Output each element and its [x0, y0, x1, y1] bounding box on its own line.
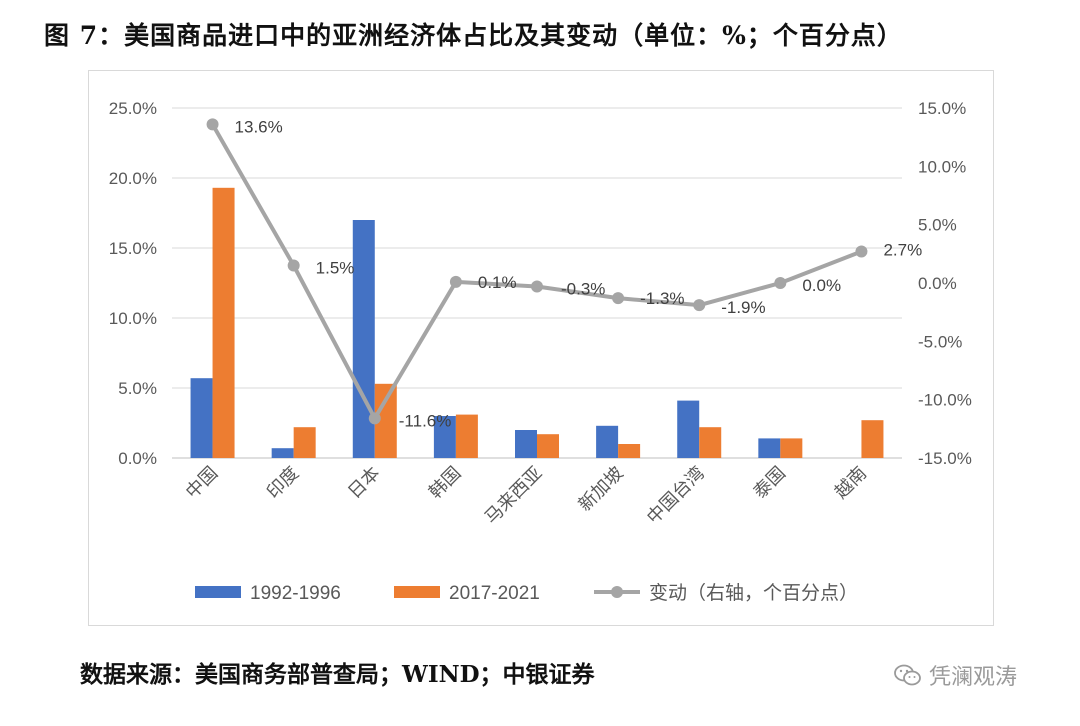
change-point	[368, 412, 381, 425]
y-tick-right: -10.0%	[918, 391, 972, 410]
bar	[293, 427, 316, 458]
page-title: 图 7：美国商品进口中的亚洲经济体占比及其变动（单位：%；个百分点）	[44, 21, 903, 50]
data-label: 2.7%	[883, 241, 922, 260]
x-tick-label: 中国台湾	[643, 463, 708, 528]
change-point	[206, 118, 219, 131]
legend-label: 1992-1996	[250, 583, 341, 604]
bar	[677, 400, 700, 458]
data-label: -11.6%	[399, 411, 452, 430]
change-point	[449, 275, 462, 288]
data-label: 1.5%	[316, 259, 355, 278]
bar	[433, 416, 456, 458]
bar	[758, 438, 781, 458]
data-label: -1.3%	[640, 289, 684, 308]
change-point	[855, 245, 868, 258]
watermark: 凭澜观涛	[893, 659, 1017, 691]
change-point	[693, 299, 706, 312]
x-tick-label: 新加坡	[575, 463, 627, 515]
bar	[596, 425, 619, 458]
chart-frame	[88, 70, 994, 626]
x-tick-label: 泰国	[750, 463, 790, 503]
change-line	[210, 123, 863, 421]
x-tick-label: 日本	[344, 463, 384, 503]
legend-swatch	[195, 586, 241, 598]
bar	[352, 220, 375, 458]
y-tick-right: 0.0%	[918, 274, 957, 293]
bar	[780, 438, 803, 458]
change-point	[531, 280, 543, 293]
x-tick-label: 韩国	[425, 463, 465, 503]
change-point	[774, 277, 787, 289]
y-tick-right: 5.0%	[918, 216, 957, 235]
combo-chart: 0.0% 5.0% 10.0% 15.0% 20.0% 25.0% -15.0% -10.0%…	[109, 99, 972, 604]
legend-label: 变动（右轴，个百分点）	[649, 582, 858, 604]
bar	[374, 383, 397, 458]
x-tick-label: 马来西亚	[481, 463, 546, 528]
y-tick-left: 0.0%	[118, 449, 157, 468]
bar	[537, 434, 559, 458]
bar	[861, 420, 884, 458]
y-tick-left: 15.0%	[109, 239, 157, 258]
bar	[190, 378, 213, 458]
y-tick-right: -5.0%	[918, 332, 962, 351]
x-tick-label: 中国	[182, 463, 222, 503]
y-tick-left: 20.0%	[109, 169, 157, 188]
wechat-icon	[894, 664, 921, 686]
data-label: -0.3%	[561, 280, 605, 299]
bar	[515, 430, 537, 458]
legend-swatch	[394, 586, 440, 598]
watermark-text: 凭澜观涛	[929, 665, 1018, 690]
legend-marker	[611, 586, 623, 598]
data-label: 0.0%	[802, 276, 841, 295]
bar	[271, 448, 294, 458]
y-tick-right: 10.0%	[918, 157, 966, 176]
bar	[618, 444, 641, 458]
y-tick-left: 25.0%	[109, 99, 157, 118]
data-label: 0.1%	[478, 273, 517, 292]
bar	[455, 414, 478, 458]
x-tick-label: 越南	[831, 463, 871, 503]
y-tick-right: 15.0%	[918, 99, 966, 118]
bar	[212, 187, 235, 459]
data-label: 13.6%	[235, 117, 283, 136]
change-point	[287, 259, 300, 272]
change-point	[612, 292, 625, 305]
y-tick-right: -15.0%	[918, 449, 972, 468]
y-tick-left: 5.0%	[118, 379, 157, 398]
data-label: -1.9%	[721, 298, 765, 317]
legend-label: 2017-2021	[449, 583, 540, 604]
source-note: 数据来源：美国商务部普查局；WIND；中银证券	[80, 661, 595, 688]
x-tick-label: 印度	[263, 463, 303, 503]
y-tick-left: 10.0%	[109, 309, 157, 328]
bar	[699, 427, 722, 458]
